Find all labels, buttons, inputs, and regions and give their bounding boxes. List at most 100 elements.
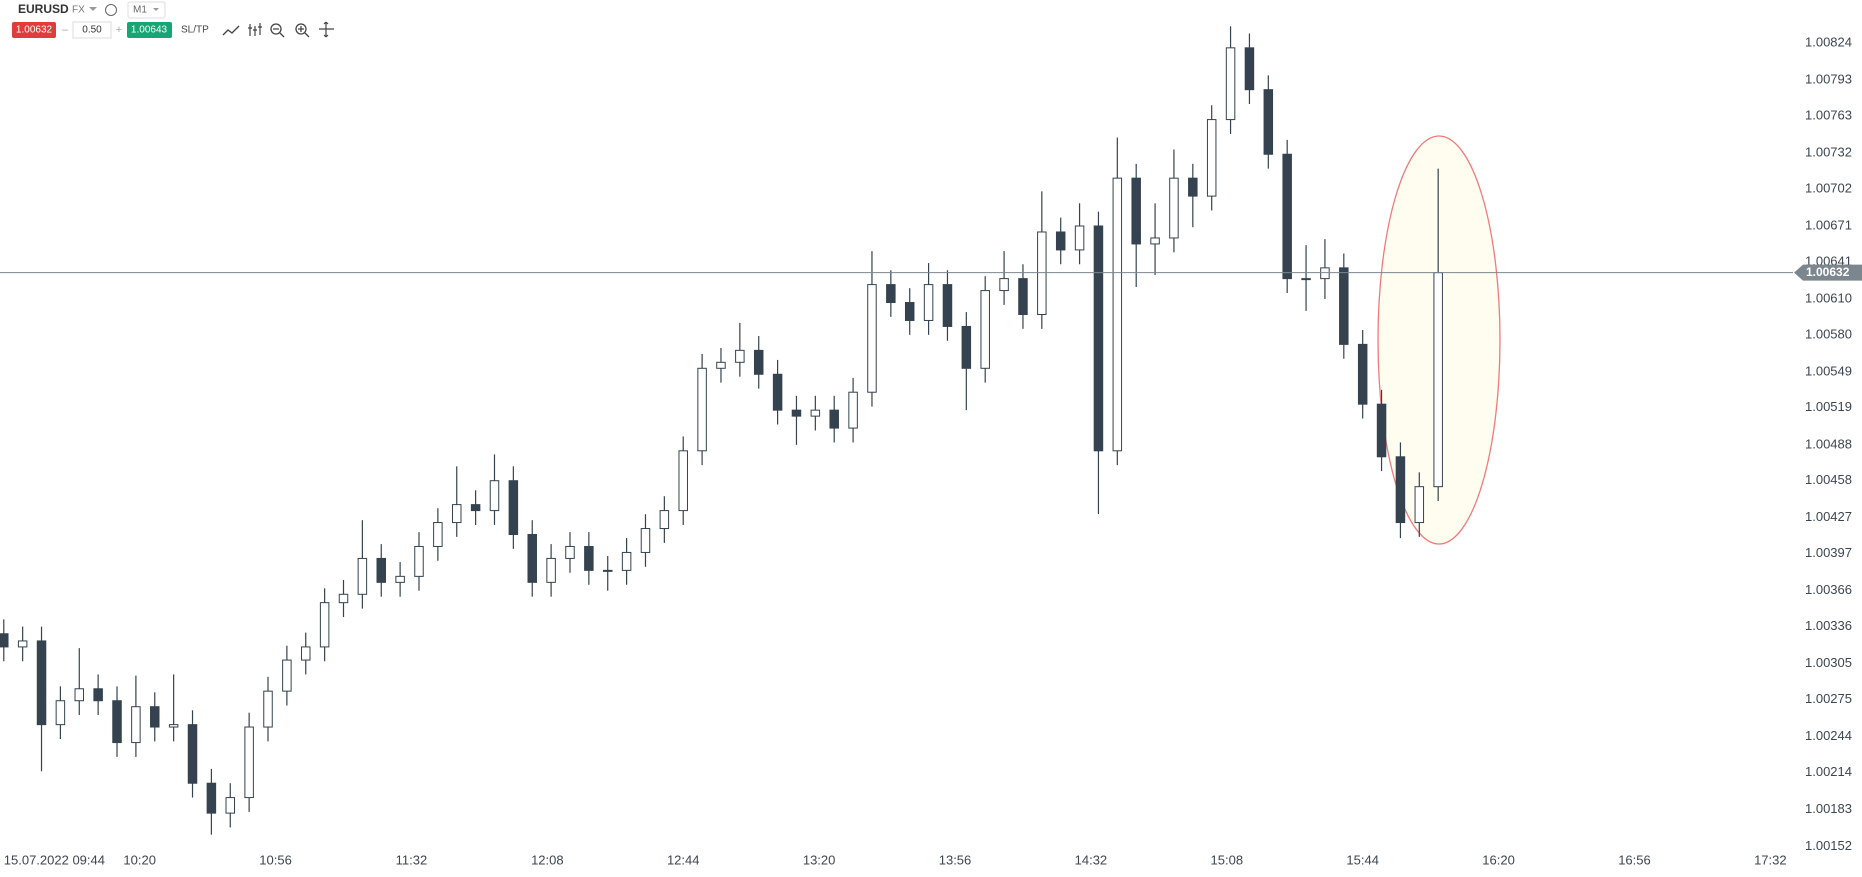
- toolbar: EURUSD FX M1 1.00632 – 0.50 + 1.00643 SL…: [12, 1, 334, 39]
- market[interactable]: FX: [72, 5, 85, 16]
- candle-body: [1376, 403, 1387, 458]
- current-price-tag: [1794, 264, 1862, 281]
- candle-body: [829, 409, 839, 429]
- candle-body: [263, 690, 273, 728]
- x-tick-label: 13:20: [803, 852, 836, 867]
- sell-button[interactable]: [12, 22, 56, 38]
- candle-body: [621, 551, 632, 571]
- candle-body: [867, 284, 877, 393]
- candle-body: [678, 450, 688, 512]
- y-tick-label: 1.00671: [1805, 217, 1852, 232]
- x-tick-label: 12:44: [667, 852, 700, 867]
- candle-body: [187, 724, 198, 784]
- candle-body: [772, 373, 783, 411]
- y-tick-label: 1.00336: [1805, 618, 1852, 633]
- zoom-in-icon[interactable]: [295, 23, 307, 35]
- candle-body: [1339, 267, 1349, 345]
- volume-box[interactable]: [72, 21, 112, 39]
- y-tick-label: 1.00305: [1805, 655, 1852, 670]
- candle-body: [961, 325, 972, 369]
- candle-body: [1206, 119, 1217, 197]
- candle-body: [1037, 231, 1047, 315]
- y-tick-label: 1.00702: [1805, 180, 1852, 195]
- candle-body: [282, 659, 292, 692]
- y-tick-label: 1.00244: [1805, 728, 1852, 743]
- y-tick-label: 1.00366: [1805, 582, 1852, 597]
- crosshair-icon[interactable]: [319, 21, 334, 38]
- x-tick-label: 13:56: [939, 852, 972, 867]
- y-tick-label: 1.00763: [1805, 107, 1852, 122]
- y-tick-label: 1.00641: [1805, 253, 1852, 268]
- volume[interactable]: 0.50: [82, 25, 102, 36]
- candle-body: [904, 302, 915, 321]
- x-tick-label: 15.07.2022 09:44: [4, 852, 105, 867]
- candle-body: [206, 782, 217, 814]
- x-tick-label: 15:08: [1211, 852, 1244, 867]
- buy-button[interactable]: [127, 22, 172, 38]
- plus[interactable]: +: [116, 24, 122, 36]
- x-tick-label: 16:20: [1482, 852, 1515, 867]
- y-tick-label: 1.00183: [1805, 801, 1852, 816]
- candle-body: [810, 409, 821, 417]
- candle-body: [1414, 486, 1425, 524]
- y-tick-label: 1.00214: [1805, 764, 1852, 779]
- candle-body: [1131, 177, 1141, 245]
- info-icon[interactable]: [105, 4, 117, 16]
- zoom-in-icon[interactable]: [298, 26, 310, 38]
- dropdown-arrow[interactable]: [153, 8, 159, 11]
- candle-body: [301, 646, 311, 661]
- x-tick-label: 10:56: [259, 852, 292, 867]
- y-tick-label: 1.00519: [1805, 399, 1852, 414]
- y-tick-label: 1.00793: [1805, 72, 1852, 87]
- candle-body: [527, 534, 537, 583]
- timeframe[interactable]: M1: [133, 5, 147, 16]
- candle-body: [546, 557, 556, 583]
- candle-body: [1093, 225, 1104, 452]
- candle-body: [1055, 231, 1066, 251]
- y-tick-label: 1.00275: [1805, 691, 1852, 706]
- candle-body: [659, 510, 670, 530]
- candle-body: [508, 480, 519, 536]
- candle-body: [980, 290, 990, 369]
- candle-body: [414, 545, 424, 577]
- y-tick-label: 1.00427: [1805, 509, 1852, 524]
- zoom-out-icon[interactable]: [270, 23, 282, 35]
- candle-body: [395, 575, 405, 583]
- line-tool-icon[interactable]: [222, 25, 240, 36]
- candle-body: [584, 545, 594, 571]
- y-tick-label: 1.00610: [1805, 290, 1852, 305]
- candle-body: [112, 700, 122, 744]
- x-tick-label: 12:08: [531, 852, 564, 867]
- candle-body: [1074, 225, 1085, 251]
- candle-body: [17, 640, 28, 648]
- y-tick-label: 1.00824: [1805, 34, 1852, 49]
- symbol: EURUSD: [18, 2, 69, 16]
- y-tick-label: 1.00549: [1805, 363, 1852, 378]
- timeframe-box[interactable]: [127, 1, 166, 19]
- candle-body: [1282, 153, 1292, 280]
- buy-price[interactable]: 1.00643: [131, 25, 168, 36]
- zoom-out-icon[interactable]: [273, 28, 285, 38]
- candle-body: [999, 278, 1009, 292]
- candle-body: [1301, 278, 1311, 281]
- candle-body: [1263, 89, 1274, 155]
- candle-body: [36, 640, 47, 726]
- candle-body: [942, 284, 953, 327]
- sell-price[interactable]: 1.00632: [16, 25, 53, 36]
- candle-body: [697, 367, 707, 452]
- indicator-icon[interactable]: [248, 23, 262, 36]
- y-tick-label: 1.00397: [1805, 545, 1852, 560]
- minus[interactable]: –: [62, 24, 69, 36]
- candle-body: [1357, 343, 1368, 405]
- candle-body: [1244, 47, 1255, 91]
- y-tick-label: 1.00458: [1805, 472, 1852, 487]
- candle-body: [716, 361, 726, 369]
- sltp[interactable]: SL/TP: [181, 25, 209, 36]
- candle-body: [131, 706, 141, 744]
- x-tick-label: 15:44: [1346, 852, 1379, 867]
- dropdown-arrow[interactable]: [89, 7, 97, 11]
- x-tick-label: 14:32: [1075, 852, 1108, 867]
- candle-body: [791, 409, 802, 417]
- x-tick-label: 17:32: [1754, 852, 1787, 867]
